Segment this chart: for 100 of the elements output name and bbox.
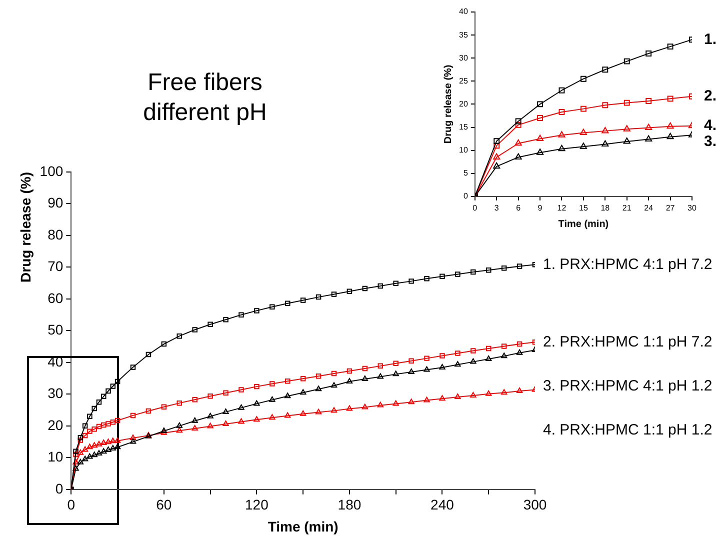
x-tick-label: 12	[557, 203, 567, 212]
x-tick-label: 24	[644, 203, 654, 212]
point	[100, 448, 107, 454]
point	[110, 444, 116, 450]
x-tick-label: 15	[578, 203, 588, 212]
point	[393, 280, 398, 286]
point	[362, 286, 368, 292]
point	[176, 427, 182, 433]
y-tick-label: 80	[48, 226, 64, 242]
y-tick-label: 30	[48, 385, 64, 402]
point	[470, 392, 476, 398]
point	[300, 298, 306, 303]
point	[96, 424, 102, 430]
series-label: 2.	[704, 88, 717, 105]
point	[207, 412, 214, 418]
point	[558, 87, 565, 94]
point	[470, 348, 476, 354]
point	[378, 283, 384, 289]
y-axis-title: Drug release (%)	[442, 64, 454, 144]
point	[176, 422, 182, 428]
series-label: 2. PRX:HPMC 1:1 pH 7.2	[543, 333, 712, 350]
point	[223, 390, 228, 396]
point	[284, 300, 290, 306]
y-tick-label: 50	[48, 322, 64, 338]
point	[514, 153, 522, 160]
point	[222, 420, 229, 426]
series-label: 4.	[704, 117, 717, 134]
x-tick-label: 27	[666, 203, 676, 212]
point	[300, 389, 306, 395]
y-tick-label: 100	[40, 162, 64, 179]
point	[440, 274, 445, 280]
point	[130, 434, 136, 440]
point	[161, 341, 167, 347]
point	[424, 356, 430, 361]
y-tick-label: 30	[458, 53, 468, 62]
point	[300, 410, 306, 416]
point	[346, 405, 353, 411]
point	[114, 378, 120, 384]
point	[192, 424, 198, 430]
point	[284, 378, 290, 384]
point	[424, 396, 430, 402]
x-tick-label: 3	[494, 203, 500, 212]
chart-title: Free fibers different pH	[142, 68, 268, 128]
point	[86, 453, 93, 459]
point	[602, 126, 609, 134]
point	[284, 392, 291, 398]
point	[537, 101, 544, 108]
y-tick-label: 35	[458, 30, 468, 40]
point	[500, 352, 508, 358]
point	[645, 124, 652, 130]
point	[222, 408, 229, 414]
point	[269, 414, 276, 420]
point	[269, 396, 276, 402]
point	[346, 368, 352, 374]
point	[439, 395, 446, 401]
point	[114, 418, 120, 424]
x-tick-label: 18	[600, 203, 610, 212]
x-tick-label: 21	[622, 203, 632, 212]
point	[454, 394, 461, 400]
point	[516, 349, 523, 355]
point	[130, 412, 136, 418]
point	[101, 422, 106, 428]
point	[580, 128, 587, 136]
point	[192, 417, 198, 423]
point	[92, 406, 97, 412]
x-tick-label: 240	[430, 496, 454, 513]
point	[408, 278, 414, 284]
x-axis-title: Time (min)	[268, 518, 338, 534]
x-axis-title: Time (min)	[558, 218, 609, 230]
point	[439, 364, 446, 370]
point	[161, 404, 167, 410]
point	[208, 322, 213, 327]
y-tick-label: 15	[458, 122, 468, 132]
point	[470, 358, 476, 364]
point	[580, 142, 587, 149]
series-label: 1.	[704, 30, 717, 48]
point	[238, 387, 244, 392]
point	[331, 370, 337, 376]
point	[105, 446, 112, 452]
y-tick-label: 10	[458, 146, 468, 155]
point	[78, 435, 84, 440]
point	[455, 350, 460, 356]
point	[493, 153, 500, 160]
point	[77, 449, 84, 455]
point	[646, 50, 652, 56]
point	[494, 138, 500, 144]
point	[238, 312, 244, 318]
text: 4. PRX:HPMC 1:1 pH 1.2	[543, 421, 712, 438]
point	[146, 408, 152, 414]
point	[667, 44, 674, 50]
point	[223, 316, 228, 322]
y-tick-label: 20	[48, 416, 64, 433]
point	[623, 138, 630, 144]
x-tick-label: 180	[338, 496, 362, 513]
point	[536, 134, 544, 142]
point	[330, 407, 338, 413]
point	[440, 353, 445, 358]
y-axis-title: Drug release (%)	[17, 172, 34, 282]
x-tick-label: 300	[523, 496, 547, 513]
point	[87, 428, 92, 434]
